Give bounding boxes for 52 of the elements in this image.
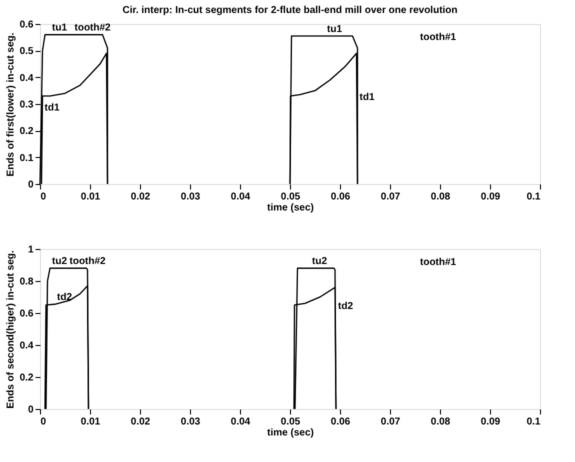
y-tick-label: 0.4 (20, 340, 34, 352)
x-tick-label: 0.07 (380, 192, 401, 202)
y-tick-label: 0.3 (20, 100, 34, 110)
y-tick-label: 0.5 (20, 46, 34, 58)
x-tick-label: 0.03 (180, 416, 201, 428)
y-axis-title: Ends of second(higer) in-cut seg. (6, 250, 17, 409)
x-tick-label: 0.08 (430, 416, 451, 428)
y-tick-label: 0.1 (20, 152, 34, 164)
y-tick-label: 0.6 (20, 308, 34, 320)
annotation: td2 (338, 301, 354, 312)
annotation: td2 (57, 292, 72, 304)
annotation: tooth#2 (70, 256, 106, 268)
x-tick-label: 0.01 (80, 192, 101, 202)
x-tick-label: 0.02 (130, 416, 151, 428)
annotation: tooth#1 (420, 32, 457, 43)
x-axis-title: time (sec) (267, 428, 314, 438)
x-tick-label: 0.09 (480, 416, 501, 428)
x-tick-label: 0.07 (380, 416, 401, 428)
x-tick-label: 0.08 (430, 192, 451, 202)
x-tick-label: 0.04 (230, 192, 251, 202)
x-tick-label: 0.05 (280, 192, 301, 202)
y-tick-label: 1 (28, 244, 34, 256)
x-tick-label: 0.1 (526, 192, 541, 202)
y-tick-label: 0.2 (20, 126, 34, 138)
chart-title: Cir. interp: In-cut segments for 2-flute ball-end mill over one revolution (122, 5, 458, 16)
x-tick-label: 0.09 (480, 192, 501, 202)
y-tick-label: 0.6 (20, 20, 34, 30)
x-tick-label: 0.06 (330, 192, 351, 202)
x-axis-title: time (sec) (267, 202, 314, 214)
y-tick-label: 0 (28, 404, 34, 416)
y-tick-label: 0.2 (20, 372, 34, 384)
x-tick-label: 0.02 (130, 192, 151, 202)
y-axis-title: Ends of first(lower) in-cut seg. (6, 32, 17, 176)
x-tick-label: 0.1 (526, 416, 541, 428)
annotation: tu2 (52, 256, 68, 268)
y-tick-label: 0.8 (20, 276, 34, 288)
x-tick-label: 0 (40, 416, 46, 428)
x-tick-label: 0.04 (230, 416, 251, 428)
x-tick-label: 0.03 (180, 192, 201, 202)
annotation: tooth#1 (420, 257, 457, 268)
annotation: tooth#2 (74, 22, 112, 34)
y-tick-label: 0.4 (20, 72, 34, 84)
x-tick-label: 0.06 (330, 416, 351, 428)
annotation: td1 (360, 92, 375, 103)
x-tick-label: 0 (40, 192, 46, 202)
y-tick-label: 0 (28, 180, 34, 190)
annotation: tu1 (327, 24, 342, 35)
annotation: td1 (44, 102, 60, 114)
annotation: tu1 (52, 22, 68, 34)
x-tick-label: 0.01 (80, 416, 101, 428)
annotation: tu2 (312, 256, 328, 268)
x-tick-label: 0.05 (280, 416, 301, 428)
